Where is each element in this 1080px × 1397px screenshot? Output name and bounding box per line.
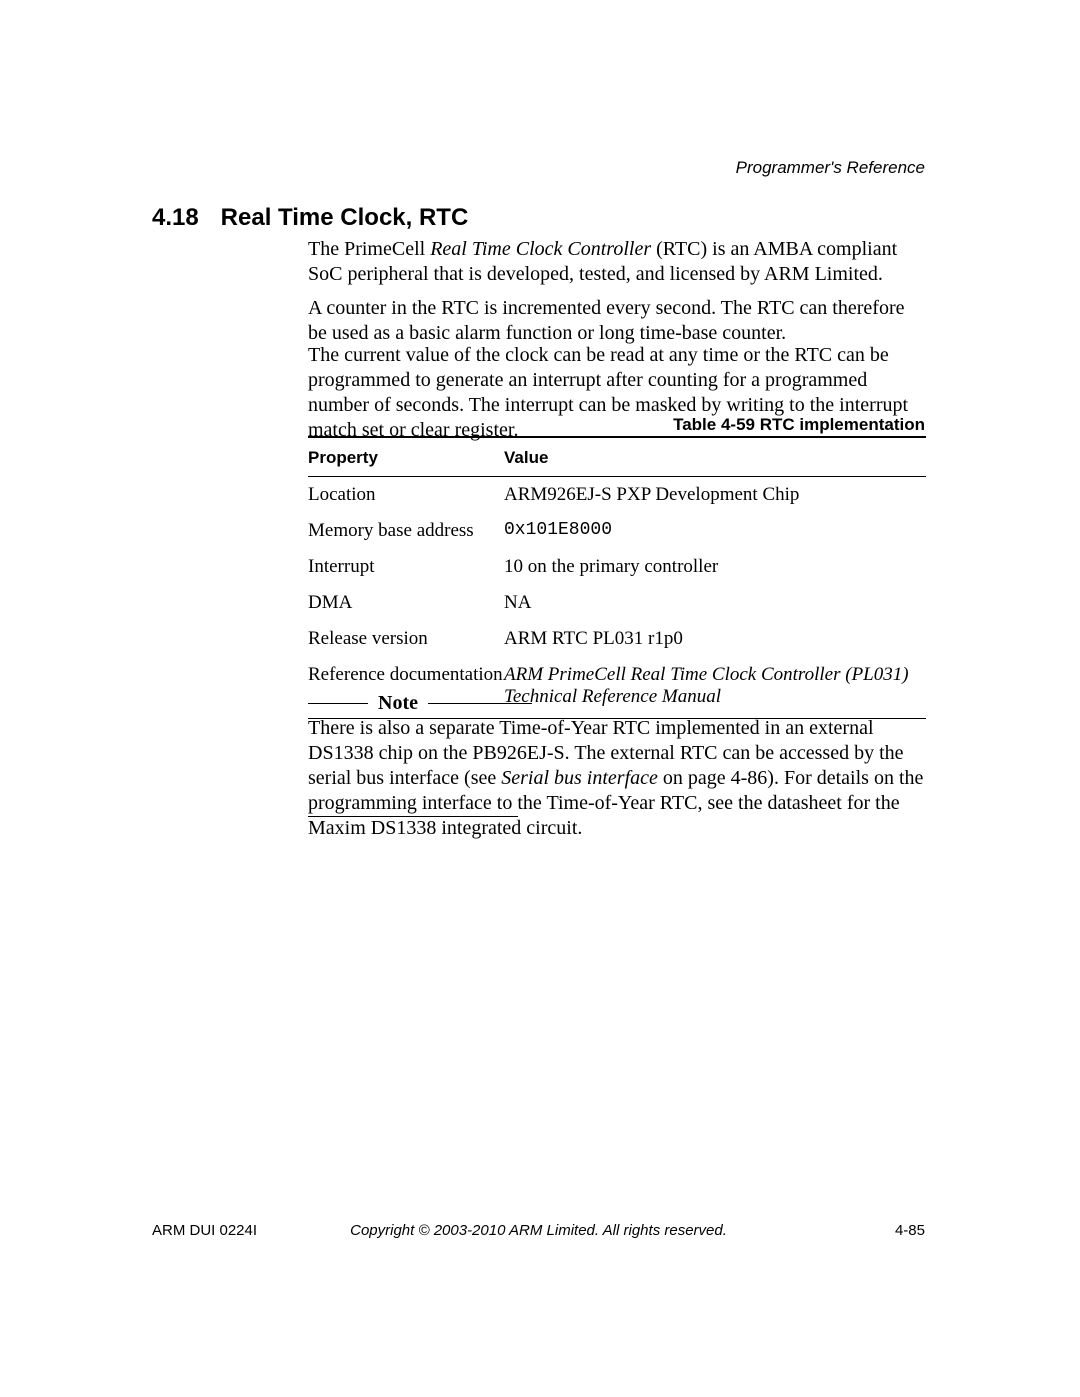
- note-label: Note: [378, 692, 418, 714]
- note-rule-left: [308, 703, 368, 704]
- text-italic: Serial bus interface: [501, 767, 658, 789]
- table-cell-value: NA: [504, 585, 926, 621]
- note-end-rule: [308, 816, 518, 817]
- section-title: Real Time Clock, RTC: [221, 204, 469, 231]
- table-header-property: Property: [308, 437, 504, 477]
- table-cell-value: 10 on the primary controller: [504, 549, 926, 585]
- table-cell-property: Memory base address: [308, 513, 504, 549]
- paragraph-1: The PrimeCell Real Time Clock Controller…: [308, 237, 928, 287]
- text: The PrimeCell: [308, 238, 430, 260]
- table-row: LocationARM926EJ-S PXP Development Chip: [308, 477, 926, 514]
- rtc-implementation-table: Property Value LocationARM926EJ-S PXP De…: [308, 436, 926, 719]
- table-row: DMANA: [308, 585, 926, 621]
- table-header-value: Value: [504, 437, 926, 477]
- table-cell-property: Release version: [308, 621, 504, 657]
- table-cell-property: Interrupt: [308, 549, 504, 585]
- section-number: 4.18: [152, 204, 214, 232]
- table-caption: Table 4-59 RTC implementation: [673, 415, 925, 435]
- table-cell-value: ARM926EJ-S PXP Development Chip: [504, 477, 926, 514]
- note-rule-right: [428, 703, 532, 704]
- table-cell-property: DMA: [308, 585, 504, 621]
- paragraph-2: A counter in the RTC is incremented ever…: [308, 296, 928, 346]
- table-row: Interrupt10 on the primary controller: [308, 549, 926, 585]
- table-row: Memory base address0x101E8000: [308, 513, 926, 549]
- table-cell-property: Location: [308, 477, 504, 514]
- table-row: Release versionARM RTC PL031 r1p0: [308, 621, 926, 657]
- note-heading: Note: [308, 692, 928, 715]
- table-header-row: Property Value: [308, 437, 926, 477]
- running-head: Programmer's Reference: [736, 158, 925, 178]
- table-cell-value: 0x101E8000: [504, 513, 926, 549]
- page: Programmer's Reference 4.18 Real Time Cl…: [0, 0, 1080, 1397]
- table-cell-value: ARM RTC PL031 r1p0: [504, 621, 926, 657]
- footer-page-number: 4-85: [895, 1222, 925, 1239]
- footer-copyright: Copyright © 2003-2010 ARM Limited. All r…: [152, 1222, 925, 1239]
- section-heading: 4.18 Real Time Clock, RTC: [152, 204, 468, 232]
- text-italic: Real Time Clock Controller: [430, 238, 651, 260]
- note-text: There is also a separate Time-of-Year RT…: [308, 716, 928, 841]
